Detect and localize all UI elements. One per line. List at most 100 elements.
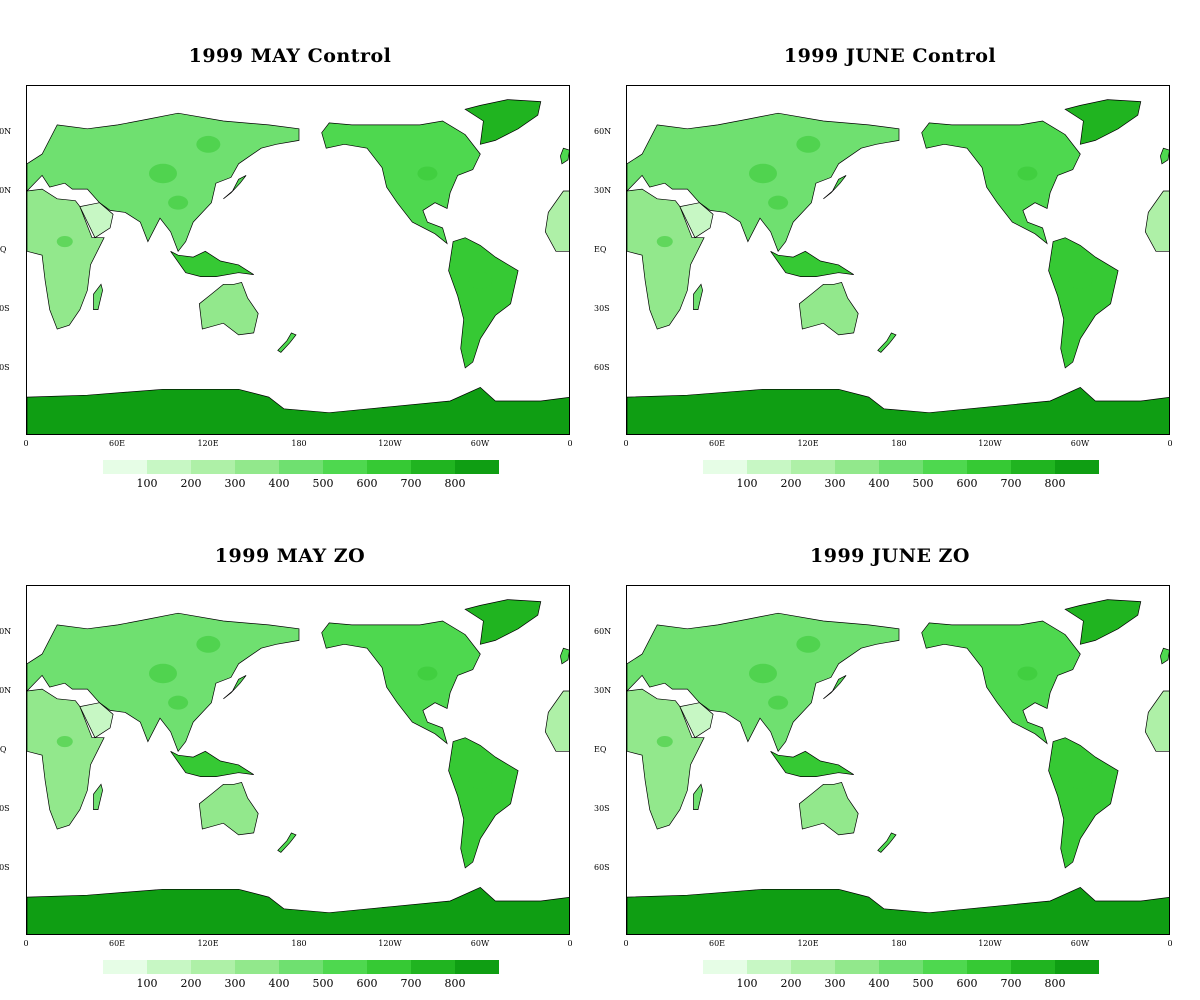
lat-label-60n: 60N xyxy=(594,627,612,636)
landmass-africa xyxy=(27,188,105,330)
colorbar-label: 400 xyxy=(268,977,290,990)
colorbar-label: 300 xyxy=(824,977,846,990)
colorbar-label: 100 xyxy=(736,977,758,990)
landmass-uk xyxy=(1160,147,1169,165)
colorbar-swatch xyxy=(747,960,791,974)
landmass-indonesia xyxy=(170,750,254,777)
panel-title: 1999 MAY ZO xyxy=(214,545,366,567)
lon-label-180: 180 xyxy=(891,939,907,948)
landmass-northAmerica xyxy=(921,620,1081,745)
colorbar-label: 700 xyxy=(1000,477,1022,490)
colorbar xyxy=(103,960,499,974)
colorbar xyxy=(703,960,1099,974)
map-frame xyxy=(26,585,570,935)
colorbar-label: 300 xyxy=(224,477,246,490)
colorbar-label: 200 xyxy=(180,977,202,990)
landmass-southAmerica xyxy=(448,237,519,369)
landmass-indonesia xyxy=(770,250,854,277)
lat-label-eq: EQ xyxy=(594,245,607,254)
colorbar-label: 600 xyxy=(956,977,978,990)
landmass-nz xyxy=(877,332,897,353)
colorbar xyxy=(103,460,499,474)
value-patch xyxy=(796,635,821,653)
colorbar-swatch xyxy=(1011,460,1055,474)
colorbar-swatch xyxy=(791,960,835,974)
value-patch xyxy=(417,166,438,181)
colorbar-swatch xyxy=(147,460,191,474)
landmass-africa xyxy=(627,688,705,830)
lon-label-0: 0 xyxy=(623,939,629,948)
landmass-antarctica xyxy=(27,886,569,934)
colorbar-label: 400 xyxy=(868,477,890,490)
colorbar-label: 100 xyxy=(136,977,158,990)
landmass-madagascar xyxy=(93,283,103,310)
lon-label-120w: 120W xyxy=(378,939,402,948)
landmass-uk xyxy=(560,147,569,165)
lon-label-0: 0 xyxy=(23,439,29,448)
colorbar-swatch xyxy=(747,460,791,474)
colorbar-label: 600 xyxy=(956,477,978,490)
colorbar-label: 700 xyxy=(400,977,422,990)
lon-label-0: 0 xyxy=(23,939,29,948)
value-patch xyxy=(196,635,221,653)
colorbar-label: 200 xyxy=(780,477,802,490)
colorbar-swatch xyxy=(323,960,367,974)
map-panel-june-zo: 1999 JUNE ZO 60N 30N EQ 30S 60S 0 60E 12… xyxy=(594,545,1173,990)
value-patch xyxy=(768,195,789,210)
colorbar-swatch xyxy=(703,460,747,474)
landmass-uk xyxy=(1160,647,1169,665)
lat-label-eq: EQ xyxy=(594,745,607,754)
lon-label-0: 0 xyxy=(623,439,629,448)
lat-label-30s: 30S xyxy=(0,304,10,313)
colorbar-label: 600 xyxy=(356,477,378,490)
lat-label-30n: 30N xyxy=(0,686,12,695)
colorbar-label: 800 xyxy=(444,477,466,490)
value-patch xyxy=(656,735,673,748)
colorbar-swatch xyxy=(411,960,455,974)
landmass-southAmerica xyxy=(448,737,519,869)
landmass-madagascar xyxy=(93,783,103,810)
lon-label-0-end: 0 xyxy=(567,939,573,948)
lat-label-60s: 60S xyxy=(594,863,610,872)
lon-label-0-end: 0 xyxy=(567,439,573,448)
lon-label-120e: 120E xyxy=(797,939,819,948)
colorbar-label: 200 xyxy=(780,977,802,990)
colorbar-label: 500 xyxy=(912,477,934,490)
lon-label-60e: 60E xyxy=(108,439,126,448)
colorbar-swatch xyxy=(279,960,323,974)
landmass-greenland xyxy=(1064,599,1142,645)
value-patch xyxy=(796,135,821,153)
colorbar-swatch xyxy=(923,960,967,974)
colorbar-swatch xyxy=(235,460,279,474)
lat-label-60n: 60N xyxy=(0,127,12,136)
colorbar-swatch xyxy=(455,960,499,974)
colorbar-label: 100 xyxy=(136,477,158,490)
colorbar-label: 300 xyxy=(224,977,246,990)
panel-title: 1999 MAY Control xyxy=(188,45,392,67)
colorbar-swatch xyxy=(103,460,147,474)
value-patch xyxy=(468,772,493,789)
landmass-arabia xyxy=(79,202,114,239)
lon-label-120w: 120W xyxy=(978,439,1002,448)
lon-label-120e: 120E xyxy=(197,939,219,948)
lon-label-60e: 60E xyxy=(708,939,726,948)
landmass-greenland xyxy=(1064,99,1142,145)
colorbar-swatch xyxy=(1055,960,1099,974)
colorbar-swatch xyxy=(1055,460,1099,474)
lon-label-0-end: 0 xyxy=(1167,939,1173,948)
lon-label-120w: 120W xyxy=(378,439,402,448)
colorbar-label: 800 xyxy=(1044,977,1066,990)
value-patch xyxy=(149,663,177,684)
value-patch xyxy=(56,735,73,748)
colorbar-labels: 100 200 300 400 500 600 700 800 xyxy=(703,977,1103,991)
colorbar-label: 300 xyxy=(824,477,846,490)
lon-label-60e: 60E xyxy=(708,439,726,448)
map-panel-may-zo: 1999 MAY ZO 60N 30N EQ 30S 60S 0 60E 120… xyxy=(0,545,573,990)
colorbar-label: 700 xyxy=(400,477,422,490)
lat-label-30s: 30S xyxy=(594,804,610,813)
colorbar-label: 700 xyxy=(1000,977,1022,990)
landmass-nz xyxy=(277,332,297,353)
lon-label-120e: 120E xyxy=(797,439,819,448)
colorbar-swatch xyxy=(879,960,923,974)
colorbar-label: 500 xyxy=(312,477,334,490)
